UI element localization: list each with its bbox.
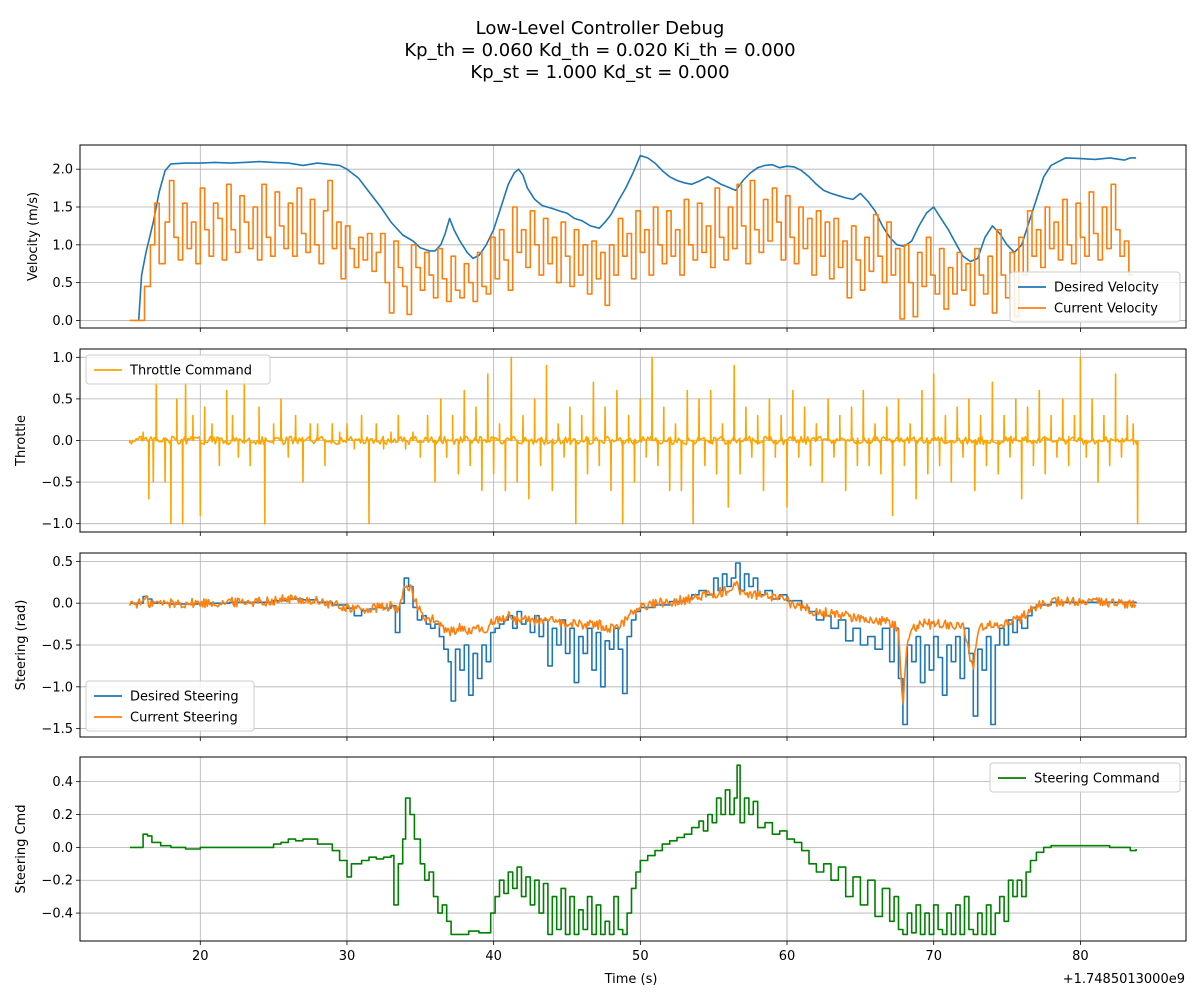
x-offset-label: +1.7485013000e9 [1063, 972, 1185, 987]
figure-title-line-3: Kp_st = 1.000 Kd_st = 0.000 [470, 62, 730, 83]
y-tick-label: −0.5 [41, 639, 73, 654]
x-axis-label: Time (s) [604, 972, 658, 987]
legend: Steering Command [989, 762, 1181, 793]
y-tick-label: 1.0 [52, 238, 73, 253]
axes-frame [79, 756, 1187, 942]
subplot-4: 20 30 40 50 60 70 80 −0.4 −0.2 0.0 0.2 0.4 Steering … [14, 756, 1187, 964]
y-tick-label: −0.5 [41, 476, 73, 491]
series-line-desired-steering [129, 562, 1137, 726]
y-tick-label: 0.0 [52, 314, 73, 329]
subplot-1: 0.0 0.5 1.0 1.5 2.0 Velocity (m/s) Desired Vel… [26, 144, 1187, 332]
series-line-throttle-command [128, 356, 1139, 525]
series-line-desired-velocity [137, 154, 1137, 321]
series-line-current-steering [129, 580, 1137, 705]
y-axis-label: Steering (rad) [14, 600, 29, 691]
x-tick-label: 30 [339, 949, 356, 964]
figure-title-line-2: Kp_th = 0.060 Kd_th = 0.020 Ki_th = 0.00… [404, 40, 796, 61]
y-tick-label: 0.5 [52, 555, 73, 570]
axes-frame [79, 348, 1187, 533]
legend-label: Desired Steering [130, 690, 239, 705]
legend-label: Throttle Command [129, 364, 252, 379]
legend-box [1009, 271, 1181, 323]
legend-label: Desired Velocity [1054, 281, 1159, 296]
y-tick-label: −1.0 [41, 680, 73, 695]
x-tick-label: 80 [1072, 949, 1089, 964]
x-tick-label: 70 [925, 949, 942, 964]
y-tick-label: 0.0 [52, 841, 73, 856]
axes-frame [79, 552, 1187, 738]
y-axis-label: Steering Cmd [14, 805, 29, 894]
x-tick-label: 50 [632, 949, 649, 964]
x-tick-label: 40 [485, 949, 502, 964]
y-tick-label: 0.0 [52, 597, 73, 612]
y-tick-label: 2.0 [52, 163, 73, 178]
axes-frame [79, 144, 1187, 329]
legend: Throttle Command [85, 354, 271, 385]
y-axis-label: Throttle [14, 415, 29, 467]
y-tick-label: −0.2 [41, 874, 73, 889]
legend-label: Current Steering [130, 711, 238, 726]
y-tick-label: 1.5 [52, 201, 73, 216]
series-line-steering-command [129, 764, 1137, 936]
subplot-2: −1.0 −0.5 0.0 0.5 1.0 Throttle Throttle Comman… [14, 348, 1187, 536]
y-tick-label: 0.5 [52, 392, 73, 407]
x-tick-label: 60 [779, 949, 796, 964]
legend-label: Current Velocity [1054, 302, 1158, 317]
y-tick-label: 0.5 [52, 276, 73, 291]
y-tick-label: 1.0 [52, 351, 73, 366]
series-line-current-velocity [129, 179, 1134, 322]
legend: Desired Steering Current Steering [85, 680, 255, 732]
y-tick-label: 0.4 [52, 775, 73, 790]
subplot-panels: 0.0 0.5 1.0 1.5 2.0 Velocity (m/s) Desired Vel… [14, 144, 1187, 964]
figure-title-line-1: Low-Level Controller Debug [475, 18, 725, 39]
y-axis-label: Velocity (m/s) [26, 192, 41, 281]
x-tick-label: 20 [192, 949, 209, 964]
legend-box [85, 354, 271, 385]
y-tick-label: 0.2 [52, 808, 73, 823]
legend-box [85, 680, 255, 732]
y-tick-label: 0.0 [52, 434, 73, 449]
legend: Desired Velocity Current Velocity [1009, 271, 1181, 323]
y-tick-label: −0.4 [41, 907, 73, 922]
y-tick-label: −1.0 [41, 517, 73, 532]
subplot-3: −1.5 −1.0 −0.5 0.0 0.5 Steering (rad) Desired … [14, 552, 1187, 741]
legend-label: Steering Command [1034, 772, 1160, 787]
legend-box [989, 762, 1181, 793]
y-tick-label: −1.5 [41, 722, 73, 737]
